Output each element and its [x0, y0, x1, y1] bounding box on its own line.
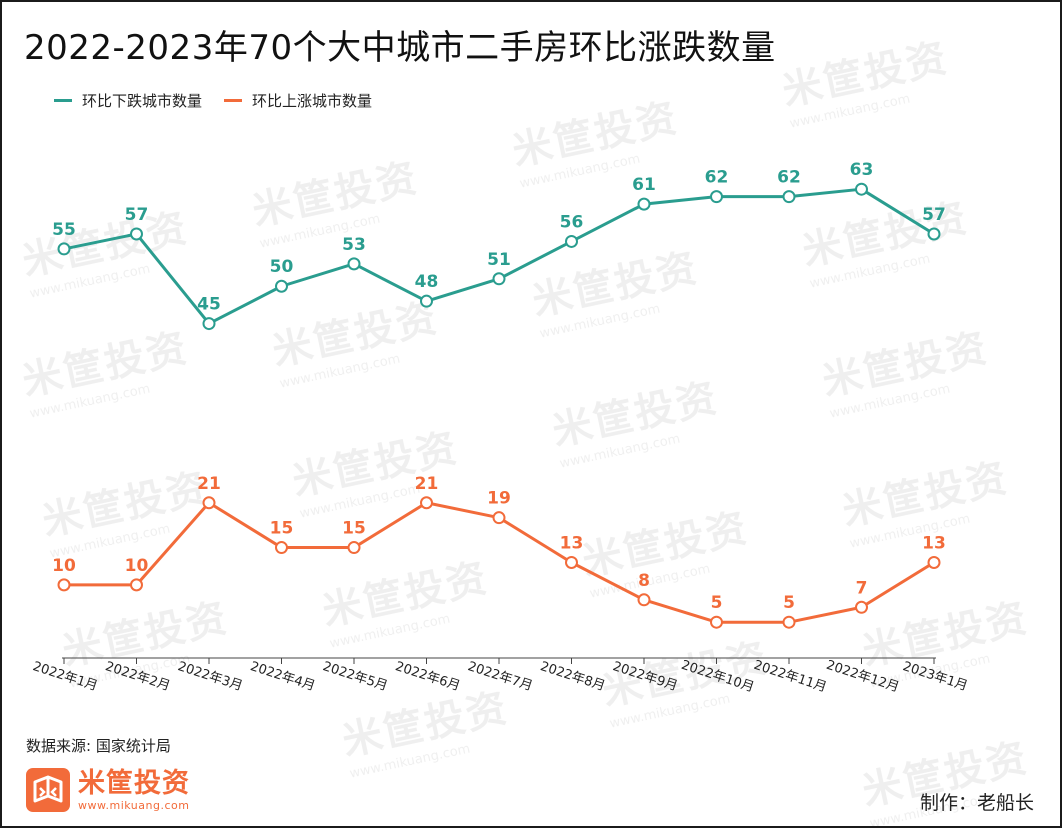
- data-label: 62: [705, 168, 729, 188]
- x-tick-label: 2022年11月: [752, 658, 829, 696]
- data-point: [637, 197, 651, 211]
- data-label: 50: [270, 257, 294, 277]
- data-label: 21: [415, 474, 439, 494]
- data-label: 8: [638, 571, 650, 591]
- data-label: 15: [342, 519, 366, 539]
- data-point: [782, 615, 796, 629]
- logo-name: 米筐投资: [78, 767, 190, 799]
- data-label: 57: [125, 205, 149, 225]
- data-source: 数据来源: 国家统计局: [26, 737, 171, 755]
- data-point: [855, 600, 868, 614]
- x-tick-label: 2022年4月: [248, 659, 317, 694]
- data-label: 62: [777, 168, 801, 188]
- logo-mark-icon: [26, 768, 70, 812]
- data-point: [347, 257, 361, 271]
- watermark: 米筐投资 www.mikuang.com: [858, 735, 1033, 832]
- data-point: [420, 496, 433, 510]
- x-tick-label: 2023年1月: [901, 659, 970, 694]
- data-point: [565, 234, 578, 248]
- data-label: 15: [270, 519, 294, 539]
- data-point: [710, 615, 723, 629]
- legend-swatch-rise: [224, 99, 243, 102]
- data-point: [710, 190, 723, 204]
- x-tick-label: 2022年9月: [611, 659, 680, 694]
- line-chart: 2022年1月 2022年2月 2022年3月 2022年4月 2022年5月 2022年…: [31, 160, 970, 696]
- data-label: 13: [922, 533, 946, 553]
- data-label: 57: [922, 205, 946, 225]
- data-point: [782, 190, 796, 204]
- data-point: [130, 578, 143, 592]
- x-tick-label: 2022年6月: [393, 659, 462, 694]
- data-label: 10: [52, 556, 76, 576]
- logo-url: www.mikuang.com: [78, 798, 190, 812]
- data-label: 55: [52, 220, 76, 240]
- legend-item-decline: 环比下跌城市数量: [54, 90, 202, 111]
- data-point: [927, 555, 941, 569]
- x-tick-label: 2022年3月: [176, 659, 245, 694]
- data-point: [637, 593, 651, 607]
- data-point: [202, 496, 216, 510]
- data-point: [130, 227, 143, 241]
- legend-swatch-decline: [54, 99, 72, 102]
- data-label: 5: [783, 593, 795, 613]
- x-tick-label: 2022年1月: [31, 659, 100, 694]
- data-label: 61: [632, 175, 656, 195]
- legend-label-decline: 环比下跌城市数量: [82, 92, 203, 110]
- data-label: 48: [415, 272, 439, 292]
- data-point: [347, 541, 361, 555]
- data-point: [275, 279, 288, 293]
- data-label: 5: [711, 593, 723, 613]
- x-tick-label: 2022年12月: [824, 658, 901, 696]
- x-tick-label: 2022年10月: [679, 658, 756, 696]
- legend-item-rise: 环比上涨城市数量: [224, 90, 372, 111]
- legend-label-rise: 环比上涨城市数量: [252, 92, 373, 110]
- data-label: 21: [197, 474, 221, 494]
- data-label: 53: [342, 235, 366, 255]
- brand-logo: 米筐投资 www.mikuang.com: [26, 768, 190, 812]
- data-point: [492, 272, 506, 286]
- data-point: [275, 541, 288, 555]
- chart-credit: 制作：老船长: [919, 792, 1034, 814]
- x-tick-label: 2022年7月: [466, 659, 535, 694]
- data-point: [492, 511, 506, 525]
- x-tick-label: 2022年8月: [538, 659, 607, 694]
- data-label: 45: [197, 295, 221, 315]
- data-label: 7: [856, 578, 868, 598]
- data-point: [202, 317, 216, 331]
- data-label: 56: [560, 212, 584, 232]
- data-label: 13: [560, 533, 584, 553]
- data-label: 19: [487, 489, 511, 509]
- x-tick-label: 2022年5月: [321, 659, 390, 694]
- data-point: [565, 555, 578, 569]
- data-point: [57, 578, 71, 592]
- data-point: [855, 182, 868, 196]
- data-point: [57, 242, 71, 256]
- x-tick-label: 2022年2月: [103, 659, 172, 694]
- data-label: 51: [487, 250, 511, 270]
- data-label: 10: [125, 556, 149, 576]
- chart-title: 2022-2023年70个大中城市二手房环比涨跌数量: [24, 28, 776, 68]
- data-point: [927, 227, 941, 241]
- chart-legend: 环比下跌城市数量 环比上涨城市数量: [54, 90, 394, 111]
- data-point: [420, 294, 433, 308]
- data-label: 63: [850, 160, 874, 180]
